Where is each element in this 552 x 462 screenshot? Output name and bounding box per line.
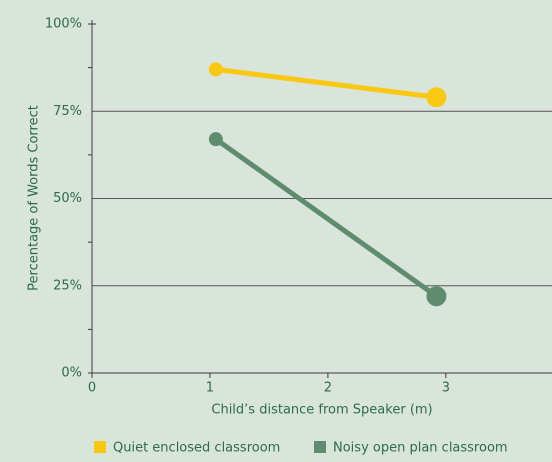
x-tick-label: 1: [206, 381, 214, 396]
y-tick-label: 25%: [53, 278, 82, 293]
y-tick-label: 0%: [61, 366, 82, 381]
y-tick-label: 75%: [53, 104, 82, 119]
legend-label: Quiet enclosed classroom: [113, 441, 280, 456]
series-line: [214, 137, 438, 299]
x-tick-label: 2: [324, 381, 332, 396]
legend-label: Noisy open plan classroom: [333, 441, 508, 456]
point: [208, 62, 223, 77]
x-tick-label: 0: [88, 381, 96, 396]
point: [208, 132, 223, 147]
x-tick-label: 3: [442, 381, 450, 396]
y-tick-label: 100%: [45, 17, 82, 32]
point: [426, 87, 447, 108]
y-tick-label: 50%: [53, 191, 82, 206]
series-line: [215, 66, 437, 100]
legend-swatch: [314, 441, 326, 453]
point: [426, 286, 447, 307]
legend-swatch: [94, 441, 106, 453]
x-axis-label: Child’s distance from Speaker (m): [211, 403, 432, 418]
y-axis-label: Percentage of Words Correct: [27, 105, 42, 291]
